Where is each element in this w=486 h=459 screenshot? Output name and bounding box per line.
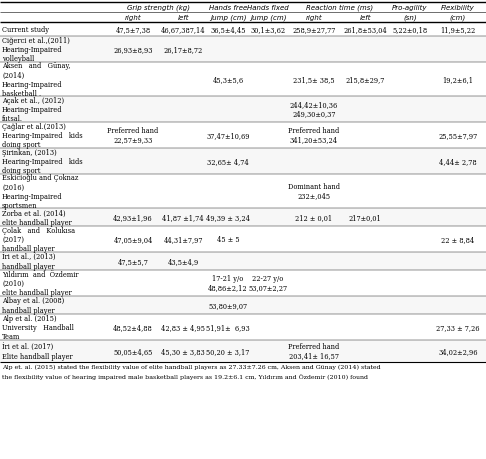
Text: Pro-agility: Pro-agility: [392, 5, 428, 11]
Text: 49,39 ± 3,24: 49,39 ± 3,24: [206, 213, 250, 222]
Text: Preferred hand
341,20±53,24: Preferred hand 341,20±53,24: [288, 127, 340, 144]
Text: Jump (cm): Jump (cm): [210, 15, 246, 21]
Text: 261,8±53,04: 261,8±53,04: [343, 26, 387, 34]
Bar: [0, 149, 486, 174]
Text: left: left: [359, 15, 371, 21]
Text: 5,22±0,18: 5,22±0,18: [392, 26, 428, 34]
Text: 11,9±5,22: 11,9±5,22: [440, 26, 476, 34]
Text: 19,2±6,1: 19,2±6,1: [442, 76, 473, 84]
Text: 51,91±  6,93: 51,91± 6,93: [206, 323, 250, 331]
Text: Ciğerci et al.,(2011)
Hearing-Impaired
volleyball: Ciğerci et al.,(2011) Hearing-Impaired v…: [2, 37, 70, 63]
Text: 244,42±10,36
249,30±0,37: 244,42±10,36 249,30±0,37: [290, 101, 338, 118]
Text: (cm): (cm): [450, 15, 466, 21]
Text: Grip strength (kg): Grip strength (kg): [126, 5, 190, 11]
Bar: [0, 252, 486, 270]
Bar: [0, 208, 486, 226]
Text: Hands fixed: Hands fixed: [247, 5, 289, 11]
Text: 26,93±8,93: 26,93±8,93: [113, 46, 153, 54]
Text: Çolak   and   Kolukısa
(2017)
handball player: Çolak and Kolukısa (2017) handball playe…: [2, 226, 75, 252]
Text: Dominant hand
232±,045: Dominant hand 232±,045: [288, 183, 340, 200]
Text: Reaction time (ms): Reaction time (ms): [306, 5, 373, 11]
Text: 48,52±4,88: 48,52±4,88: [113, 323, 153, 331]
Text: 4,44± 2,78: 4,44± 2,78: [439, 157, 477, 166]
Text: 41,87 ±1,74: 41,87 ±1,74: [162, 213, 204, 222]
Text: 22-27 y/o
53,07±2,27: 22-27 y/o 53,07±2,27: [248, 275, 288, 292]
Text: 34,02±2,96: 34,02±2,96: [438, 347, 478, 355]
Text: Preferred hand
22,57±9,33: Preferred hand 22,57±9,33: [107, 127, 158, 144]
Text: Yıldırım  and  Özdemir
(2010)
elite handball player: Yıldırım and Özdemir (2010) elite handba…: [2, 270, 79, 297]
Text: 46,67,387,14: 46,67,387,14: [161, 26, 205, 34]
Text: 36,5±4,45: 36,5±4,45: [210, 26, 246, 34]
Text: 258,9±27,77: 258,9±27,77: [292, 26, 336, 34]
Text: 45,30 ± 3,83: 45,30 ± 3,83: [161, 347, 205, 355]
Bar: [0, 97, 486, 123]
Text: 26,17±8,72: 26,17±8,72: [163, 46, 203, 54]
Text: Şirinkan, (2013)
Hearing-Impaired   kids
doing sport: Şirinkan, (2013) Hearing-Impaired kids d…: [2, 148, 83, 175]
Text: Hands free: Hands free: [209, 5, 247, 11]
Bar: [0, 123, 486, 149]
Text: Flexibility: Flexibility: [441, 5, 475, 11]
Text: Çağlar et al.(2013)
Hearing-Impaired   kids
doing sport: Çağlar et al.(2013) Hearing-Impaired kid…: [2, 123, 83, 149]
Text: 30,1±3,62: 30,1±3,62: [250, 26, 286, 34]
Text: Current study: Current study: [2, 26, 49, 34]
Text: 32,65± 4,74: 32,65± 4,74: [207, 157, 249, 166]
Text: 231,5± 38,5: 231,5± 38,5: [293, 76, 335, 84]
Text: Alp et. al. (2015) stated the flexibility value of elite handball players as 27.: Alp et. al. (2015) stated the flexibilit…: [2, 364, 381, 369]
Text: 47,5±5,7: 47,5±5,7: [118, 257, 148, 265]
Text: 45,3±5,6: 45,3±5,6: [212, 76, 243, 84]
Text: 50,05±4,65: 50,05±4,65: [113, 347, 153, 355]
Text: Açak et al., (2012)
Hearing-Impaired
futsal.: Açak et al., (2012) Hearing-Impaired fut…: [2, 96, 64, 123]
Text: İri et al. (2017)
Elite handball player: İri et al. (2017) Elite handball player: [2, 342, 72, 360]
Bar: [0, 63, 486, 97]
Text: 27,33 ± 7,26: 27,33 ± 7,26: [436, 323, 480, 331]
Text: left: left: [177, 15, 189, 21]
Text: 17-21 y/o
48,86±2,12: 17-21 y/o 48,86±2,12: [208, 275, 248, 292]
Bar: [0, 297, 486, 314]
Text: 45 ± 5: 45 ± 5: [217, 235, 239, 243]
Text: 53,80±9,07: 53,80±9,07: [208, 302, 247, 309]
Bar: [0, 226, 486, 252]
Text: 212 ± 0,01: 212 ± 0,01: [295, 213, 332, 222]
Text: 44,31±7,97: 44,31±7,97: [163, 235, 203, 243]
Bar: [0, 340, 486, 362]
Text: 22 ± 8,84: 22 ± 8,84: [441, 235, 475, 243]
Text: 217±0,01: 217±0,01: [348, 213, 382, 222]
Bar: [0, 270, 486, 297]
Text: Aksen   and   Günay,
(2014)
Hearing-Impaired
basketball .: Aksen and Günay, (2014) Hearing-Impaired…: [2, 62, 70, 98]
Text: 42,93±1,96: 42,93±1,96: [113, 213, 153, 222]
Text: Jump (cm): Jump (cm): [250, 15, 286, 21]
Text: İri et al., (2013)
handball player: İri et al., (2013) handball player: [2, 253, 55, 270]
Text: 25,55±7,97: 25,55±7,97: [438, 132, 478, 140]
Text: Zorba et al. (2014)
elite handball player: Zorba et al. (2014) elite handball playe…: [2, 209, 72, 226]
Text: 47,5±7,38: 47,5±7,38: [116, 26, 151, 34]
Text: (sn): (sn): [403, 15, 417, 21]
Bar: [0, 174, 486, 208]
Text: Albay et al. (2008)
handball player: Albay et al. (2008) handball player: [2, 297, 64, 314]
Text: right: right: [125, 15, 141, 21]
Bar: [0, 37, 486, 63]
Text: Eskicioğlu and Çoknaz
(2016)
Hearing-Impaired
sportsmen: Eskicioğlu and Çoknaz (2016) Hearing-Imp…: [2, 174, 78, 209]
Text: Alp et al. (2015)
University   Handball
Team: Alp et al. (2015) University Handball Te…: [2, 314, 74, 341]
Bar: [0, 314, 486, 340]
Text: Preferred hand
203,41± 16,57: Preferred hand 203,41± 16,57: [288, 343, 340, 360]
Text: 215,8±29,7: 215,8±29,7: [346, 76, 385, 84]
Text: 43,5±4,9: 43,5±4,9: [167, 257, 199, 265]
Text: 47,05±9,04: 47,05±9,04: [113, 235, 153, 243]
Text: 42,83 ± 4,95: 42,83 ± 4,95: [161, 323, 205, 331]
Text: right: right: [306, 15, 322, 21]
Text: 50,20 ± 3,17: 50,20 ± 3,17: [207, 347, 250, 355]
Bar: [0, 23, 486, 37]
Text: the flexibility value of hearing impaired male basketball players as 19.2±6.1 cm: the flexibility value of hearing impaire…: [2, 373, 368, 379]
Text: 37,47±10,69: 37,47±10,69: [206, 132, 250, 140]
